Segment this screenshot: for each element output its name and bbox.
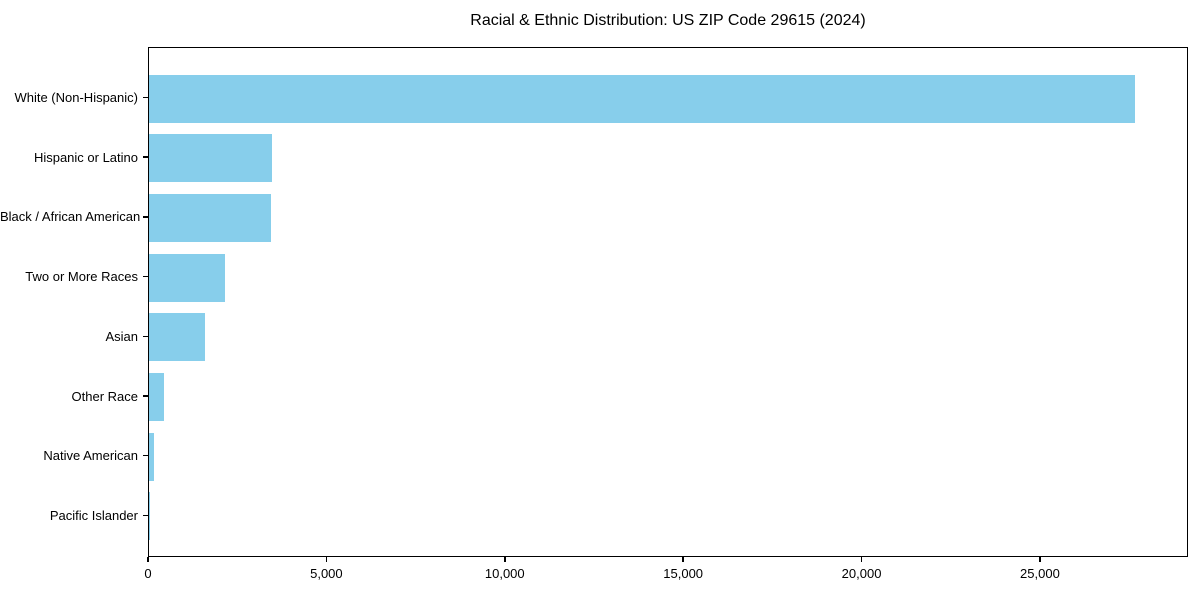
x-tick-mark [860,557,863,562]
y-tick-mark [143,216,148,218]
plot-area [148,47,1188,557]
x-axis-label: 25,000 [1020,566,1060,581]
y-axis-label: Pacific Islander [49,507,138,523]
y-tick-mark [143,335,148,338]
y-tick-mark [143,96,148,99]
y-axis-label: Black / African American [0,209,141,225]
y-axis-label: Two or More Races [25,269,138,285]
bar-white-non-hispanic [149,74,1136,123]
x-axis-label: 0 [144,566,152,581]
x-tick-mark [147,557,149,562]
bar-hispanic-or-latino [149,134,273,183]
x-tick-mark [682,557,684,562]
chart-title: Racial & Ethnic Distribution: US ZIP Cod… [470,12,866,29]
x-axis-label: 20,000 [841,566,882,581]
x-axis-label: 10,000 [484,566,525,581]
bar-other-race [149,373,164,421]
y-tick-mark [143,275,148,278]
x-tick-mark [325,557,328,562]
y-axis-label: Hispanic or Latino [33,149,138,165]
bar-asian [149,313,205,362]
y-tick-mark [143,454,148,457]
y-tick-mark [143,156,148,158]
y-axis-label: White (Non-Hispanic) [14,90,138,105]
y-axis-label: Asian [105,328,138,344]
x-axis-label: 5,000 [310,566,343,581]
x-axis-label: 15,000 [663,566,704,581]
y-axis-label: Native American [43,448,138,464]
x-tick-mark [1039,557,1041,562]
y-tick-mark [143,395,148,397]
bar-two-or-more-races [149,253,225,302]
bar-black-african-american [149,193,272,242]
y-axis-label: Other Race [71,388,138,404]
y-tick-mark [143,514,148,517]
bar-native-american [149,432,154,481]
x-tick-mark [504,557,506,562]
